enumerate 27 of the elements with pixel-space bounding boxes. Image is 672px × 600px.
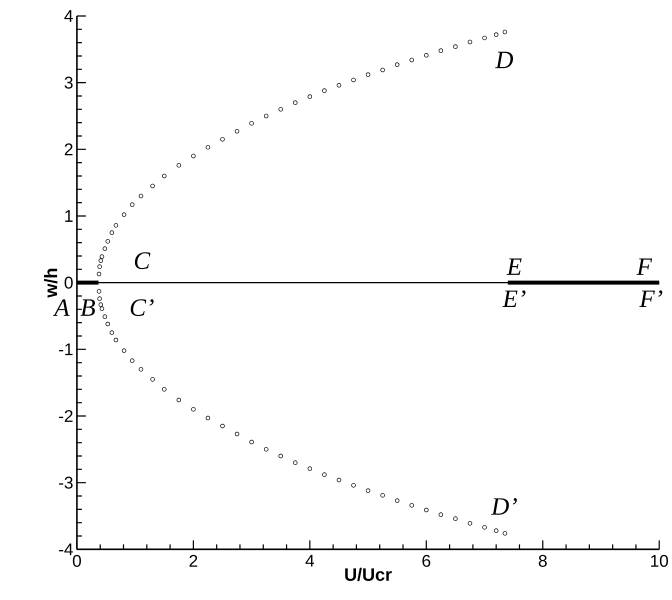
x-tick-label: 2 [190,554,198,567]
y-tick-label: -3 [59,476,73,489]
y-tick-label: 4 [64,10,73,22]
annotation: D’ [490,498,517,515]
y-tick-label: -2 [59,410,73,422]
x-tick-label: 4 [306,554,314,566]
y-tick-label: -4 [59,543,73,556]
text: A [52,299,70,316]
annotation: F [636,258,652,275]
y-tick-label: 1 [65,210,73,222]
annotation: E’ [502,290,526,307]
x-tick-label: 10 [651,554,668,567]
annotation: B [80,299,95,316]
x-tick-label: 8 [538,554,547,567]
annotation: C [134,252,150,269]
annotation: E [506,258,522,275]
annotation: F’ [639,290,662,307]
y-axis-title: w/h [44,268,58,298]
y-tick-label: 0 [64,276,73,289]
annotation: C’ [130,299,154,316]
y-tick-label: 3 [64,76,73,89]
y-tick-label: -1 [59,343,73,356]
x-tick-label: 6 [422,554,430,567]
y-tick-label: 2 [64,143,73,156]
annotation: D [495,52,514,68]
x-tick-label: 0 [72,554,81,567]
x-axis-title: U/Ucr [345,568,392,581]
